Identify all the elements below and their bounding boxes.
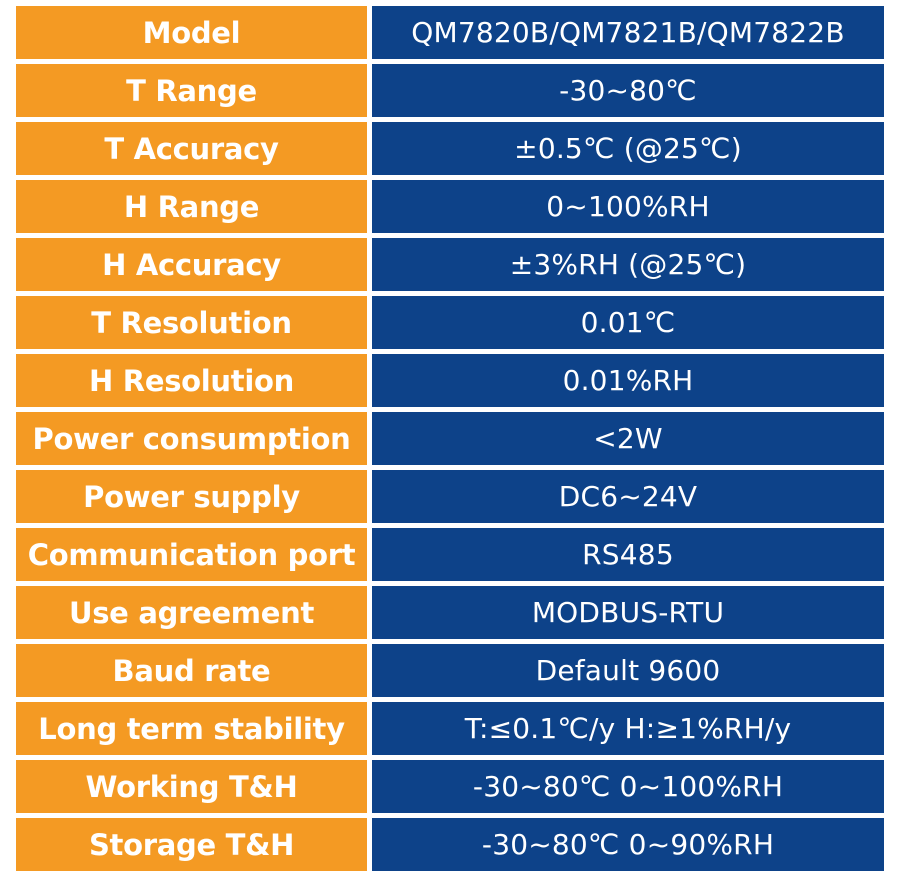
- spec-value-h-range: 0~100%RH: [372, 180, 884, 233]
- spec-value-baud-rate: Default 9600: [372, 644, 884, 697]
- spec-label-long-term-stability: Long term stability: [16, 702, 367, 755]
- spec-label-storage-th: Storage T&H: [16, 818, 367, 871]
- spec-value-h-accuracy: ±3%RH (@25℃): [372, 238, 884, 291]
- spec-value-h-resolution: 0.01%RH: [372, 354, 884, 407]
- spec-label-working-th: Working T&H: [16, 760, 367, 813]
- spec-value-long-term-stability: T:≤0.1℃/y H:≥1%RH/y: [372, 702, 884, 755]
- spec-label-t-accuracy: T Accuracy: [16, 122, 367, 175]
- spec-value-storage-th: -30~80℃ 0~90%RH: [372, 818, 884, 871]
- spec-table: Model QM7820B/QM7821B/QM7822B T Range -3…: [16, 6, 884, 871]
- spec-label-t-resolution: T Resolution: [16, 296, 367, 349]
- spec-value-t-resolution: 0.01℃: [372, 296, 884, 349]
- spec-value-model: QM7820B/QM7821B/QM7822B: [372, 6, 884, 59]
- spec-value-use-agreement: MODBUS-RTU: [372, 586, 884, 639]
- spec-label-h-range: H Range: [16, 180, 367, 233]
- spec-label-model: Model: [16, 6, 367, 59]
- spec-value-working-th: -30~80℃ 0~100%RH: [372, 760, 884, 813]
- spec-value-power-supply: DC6~24V: [372, 470, 884, 523]
- spec-label-baud-rate: Baud rate: [16, 644, 367, 697]
- spec-label-h-accuracy: H Accuracy: [16, 238, 367, 291]
- spec-label-power-supply: Power supply: [16, 470, 367, 523]
- spec-value-power-consumption: <2W: [372, 412, 884, 465]
- spec-label-t-range: T Range: [16, 64, 367, 117]
- spec-label-power-consumption: Power consumption: [16, 412, 367, 465]
- spec-label-use-agreement: Use agreement: [16, 586, 367, 639]
- spec-value-t-range: -30~80℃: [372, 64, 884, 117]
- spec-value-communication-port: RS485: [372, 528, 884, 581]
- spec-label-communication-port: Communication port: [16, 528, 367, 581]
- spec-value-t-accuracy: ±0.5℃ (@25℃): [372, 122, 884, 175]
- spec-label-h-resolution: H Resolution: [16, 354, 367, 407]
